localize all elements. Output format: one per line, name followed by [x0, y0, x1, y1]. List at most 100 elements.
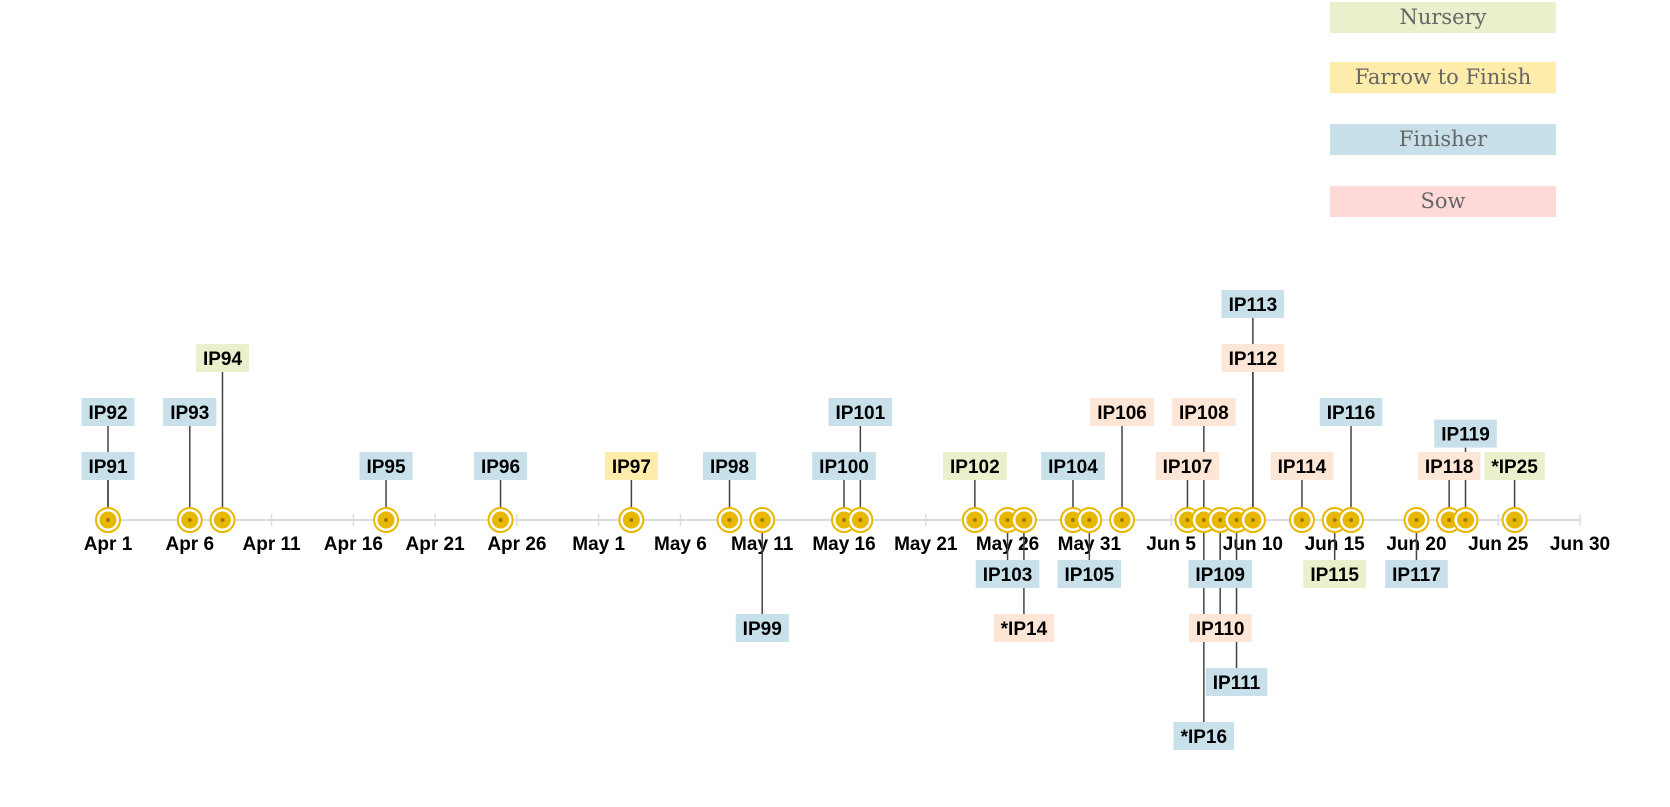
event-marker[interactable] — [176, 507, 203, 533]
event-label[interactable]: IP98 — [702, 452, 757, 480]
event-label[interactable]: IP107 — [1155, 452, 1220, 480]
event-label[interactable]: IP100 — [812, 452, 876, 480]
svg-text:IP99: IP99 — [743, 619, 782, 640]
event-label[interactable]: IP117 — [1385, 560, 1448, 588]
event-marker[interactable] — [1288, 507, 1315, 533]
event-label[interactable]: *IP25 — [1484, 452, 1545, 480]
event-label[interactable]: IP108 — [1171, 398, 1236, 426]
event-marker[interactable] — [373, 507, 400, 533]
event-marker[interactable] — [1010, 507, 1037, 533]
tick-label: Jun 5 — [1146, 534, 1196, 555]
event-label[interactable]: IP113 — [1221, 290, 1285, 318]
svg-text:IP97: IP97 — [612, 457, 651, 478]
svg-text:IP114: IP114 — [1278, 457, 1327, 478]
tick-label: Jun 10 — [1223, 534, 1283, 555]
svg-text:IP111: IP111 — [1213, 673, 1261, 694]
event-label[interactable]: IP94 — [195, 344, 250, 372]
tick-label: May 6 — [654, 534, 707, 555]
event-marker[interactable] — [487, 507, 514, 533]
svg-text:IP102: IP102 — [950, 457, 1000, 478]
event-label[interactable]: *IP16 — [1173, 722, 1235, 750]
event-label[interactable]: IP92 — [81, 398, 135, 426]
event-label[interactable]: IP97 — [604, 452, 658, 480]
event-marker[interactable] — [847, 507, 874, 533]
legend-item-farrow-to-finish: Farrow to Finish — [1330, 62, 1556, 93]
svg-text:IP96: IP96 — [481, 457, 520, 478]
svg-text:IP92: IP92 — [88, 403, 127, 424]
event-label[interactable]: IP110 — [1188, 614, 1252, 642]
event-label[interactable]: *IP14 — [993, 614, 1055, 642]
svg-text:IP94: IP94 — [203, 349, 243, 370]
svg-text:IP112: IP112 — [1229, 349, 1278, 370]
event-label[interactable]: IP101 — [828, 398, 893, 426]
event-label[interactable]: IP115 — [1303, 560, 1366, 588]
svg-text:IP104: IP104 — [1048, 457, 1098, 478]
event-label[interactable]: IP114 — [1270, 452, 1334, 480]
event-marker[interactable] — [1338, 507, 1365, 533]
event-marker[interactable] — [95, 507, 121, 533]
svg-text:IP119: IP119 — [1441, 425, 1490, 446]
event-label[interactable]: IP109 — [1188, 560, 1253, 588]
event-label[interactable]: IP119 — [1434, 419, 1497, 448]
svg-text:IP105: IP105 — [1065, 565, 1115, 586]
event-marker[interactable] — [1239, 507, 1266, 533]
event-marker[interactable] — [961, 507, 988, 533]
tick-label: May 21 — [894, 534, 958, 555]
event-marker[interactable] — [618, 507, 645, 533]
tick-label: Apr 21 — [406, 534, 466, 555]
event-label[interactable]: IP111 — [1205, 668, 1268, 696]
svg-text:IP116: IP116 — [1327, 403, 1376, 424]
event-marker[interactable] — [1452, 507, 1479, 533]
tick-label: Jun 30 — [1550, 534, 1610, 555]
legend-item-sow: Sow — [1330, 186, 1556, 217]
tick-label: Apr 26 — [487, 534, 546, 555]
svg-text:*IP14: *IP14 — [1001, 619, 1048, 640]
event-marker[interactable] — [1403, 507, 1430, 533]
svg-text:IP108: IP108 — [1179, 403, 1229, 424]
event-label[interactable]: IP105 — [1057, 560, 1122, 588]
event-marker[interactable] — [716, 507, 743, 533]
event-label[interactable]: IP103 — [975, 560, 1040, 588]
event-marker[interactable] — [209, 507, 236, 533]
tick-label: Apr 16 — [324, 534, 383, 555]
svg-text:*IP16: *IP16 — [1181, 727, 1227, 748]
tick-label: Apr 6 — [165, 534, 214, 555]
event-markers — [95, 507, 1528, 533]
event-label[interactable]: IP93 — [163, 398, 217, 426]
event-label[interactable]: IP112 — [1221, 344, 1285, 372]
event-label[interactable]: IP106 — [1090, 398, 1154, 426]
event-marker[interactable] — [749, 507, 776, 533]
event-label[interactable]: IP116 — [1319, 398, 1383, 426]
event-label[interactable]: IP95 — [359, 452, 413, 480]
event-marker[interactable] — [1109, 507, 1136, 533]
svg-text:IP98: IP98 — [710, 457, 749, 478]
tick-label: Apr 11 — [243, 534, 302, 555]
legend-item-nursery: Nursery — [1330, 2, 1556, 33]
event-label[interactable]: IP104 — [1041, 452, 1105, 480]
event-label[interactable]: IP91 — [81, 452, 135, 480]
svg-text:IP106: IP106 — [1097, 403, 1147, 424]
event-marker[interactable] — [1501, 507, 1528, 533]
svg-text:IP115: IP115 — [1310, 565, 1359, 586]
event-label[interactable]: IP99 — [735, 614, 789, 642]
legend-item-finisher: Finisher — [1330, 124, 1556, 155]
tick-label: Apr 1 — [84, 534, 133, 555]
event-label[interactable]: IP118 — [1417, 452, 1481, 480]
tick-label: May 1 — [572, 534, 625, 555]
svg-text:*IP25: *IP25 — [1491, 457, 1538, 478]
svg-text:IP110: IP110 — [1196, 619, 1245, 640]
svg-text:IP107: IP107 — [1163, 457, 1213, 478]
svg-text:IP109: IP109 — [1195, 565, 1245, 586]
svg-text:IP93: IP93 — [170, 403, 209, 424]
svg-text:IP118: IP118 — [1425, 457, 1474, 478]
svg-text:IP91: IP91 — [88, 457, 128, 478]
event-label[interactable]: IP102 — [943, 452, 1007, 480]
tick-label: Jun 25 — [1468, 534, 1529, 555]
event-marker[interactable] — [1076, 507, 1103, 533]
event-label[interactable]: IP96 — [473, 452, 528, 480]
svg-text:IP103: IP103 — [983, 565, 1033, 586]
svg-text:IP113: IP113 — [1229, 295, 1278, 316]
tick-label: May 16 — [812, 534, 875, 555]
svg-text:IP100: IP100 — [819, 457, 869, 478]
